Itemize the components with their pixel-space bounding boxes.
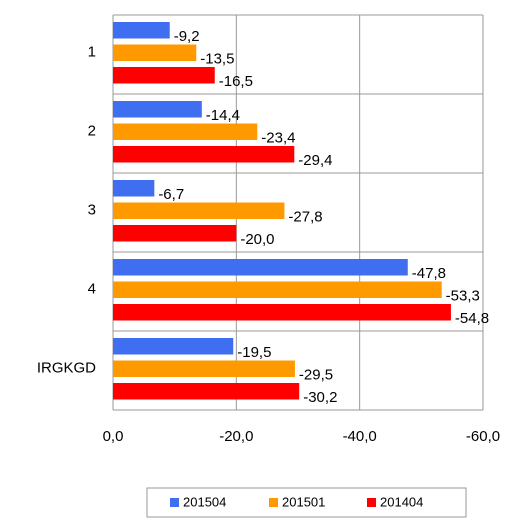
value-label: -13,5 [200,51,234,68]
bar [113,202,285,219]
bar [113,101,202,118]
value-label: -9,2 [174,28,200,45]
legend-box [146,487,467,518]
legend-label: 201404 [380,494,423,509]
bar [113,281,442,298]
y-tick-label: IRGKGD [37,359,96,376]
value-label: -6,7 [158,186,184,203]
y-tick-label: 1 [88,43,96,60]
x-tick-label: -40,0 [343,428,377,445]
value-label: -20,0 [240,231,274,248]
bar [113,22,170,39]
value-label: -16,5 [219,73,253,90]
legend-label: 201504 [183,494,226,509]
legend-marker [269,498,278,507]
y-tick-label: 3 [88,201,96,218]
bar [113,225,237,242]
bar [113,304,451,321]
value-label: -29,5 [299,367,333,384]
legend-marker [367,498,376,507]
value-label: -30,2 [303,389,337,406]
x-tick-label: 0,0 [103,428,124,445]
bar [113,259,408,276]
y-tick-label: 2 [88,122,96,139]
bar [113,338,234,355]
value-label: -29,4 [298,152,332,169]
bar [113,180,155,197]
bar [113,383,300,400]
value-label: -27,8 [288,209,322,226]
bar [113,44,197,61]
bar [113,67,215,84]
legend-label: 201501 [282,494,325,509]
bar [113,146,295,163]
bar [113,123,258,140]
value-label: -19,5 [237,344,271,361]
y-tick-label: 4 [88,280,96,297]
bar [113,360,295,377]
legend-marker [170,498,179,507]
value-label: -23,4 [261,130,295,147]
x-tick-label: -60,0 [466,428,500,445]
value-label: -14,4 [206,107,240,124]
value-label: -53,3 [446,288,480,305]
x-tick-label: -20,0 [219,428,253,445]
value-label: -47,8 [412,265,446,282]
value-label: -54,8 [455,310,489,327]
